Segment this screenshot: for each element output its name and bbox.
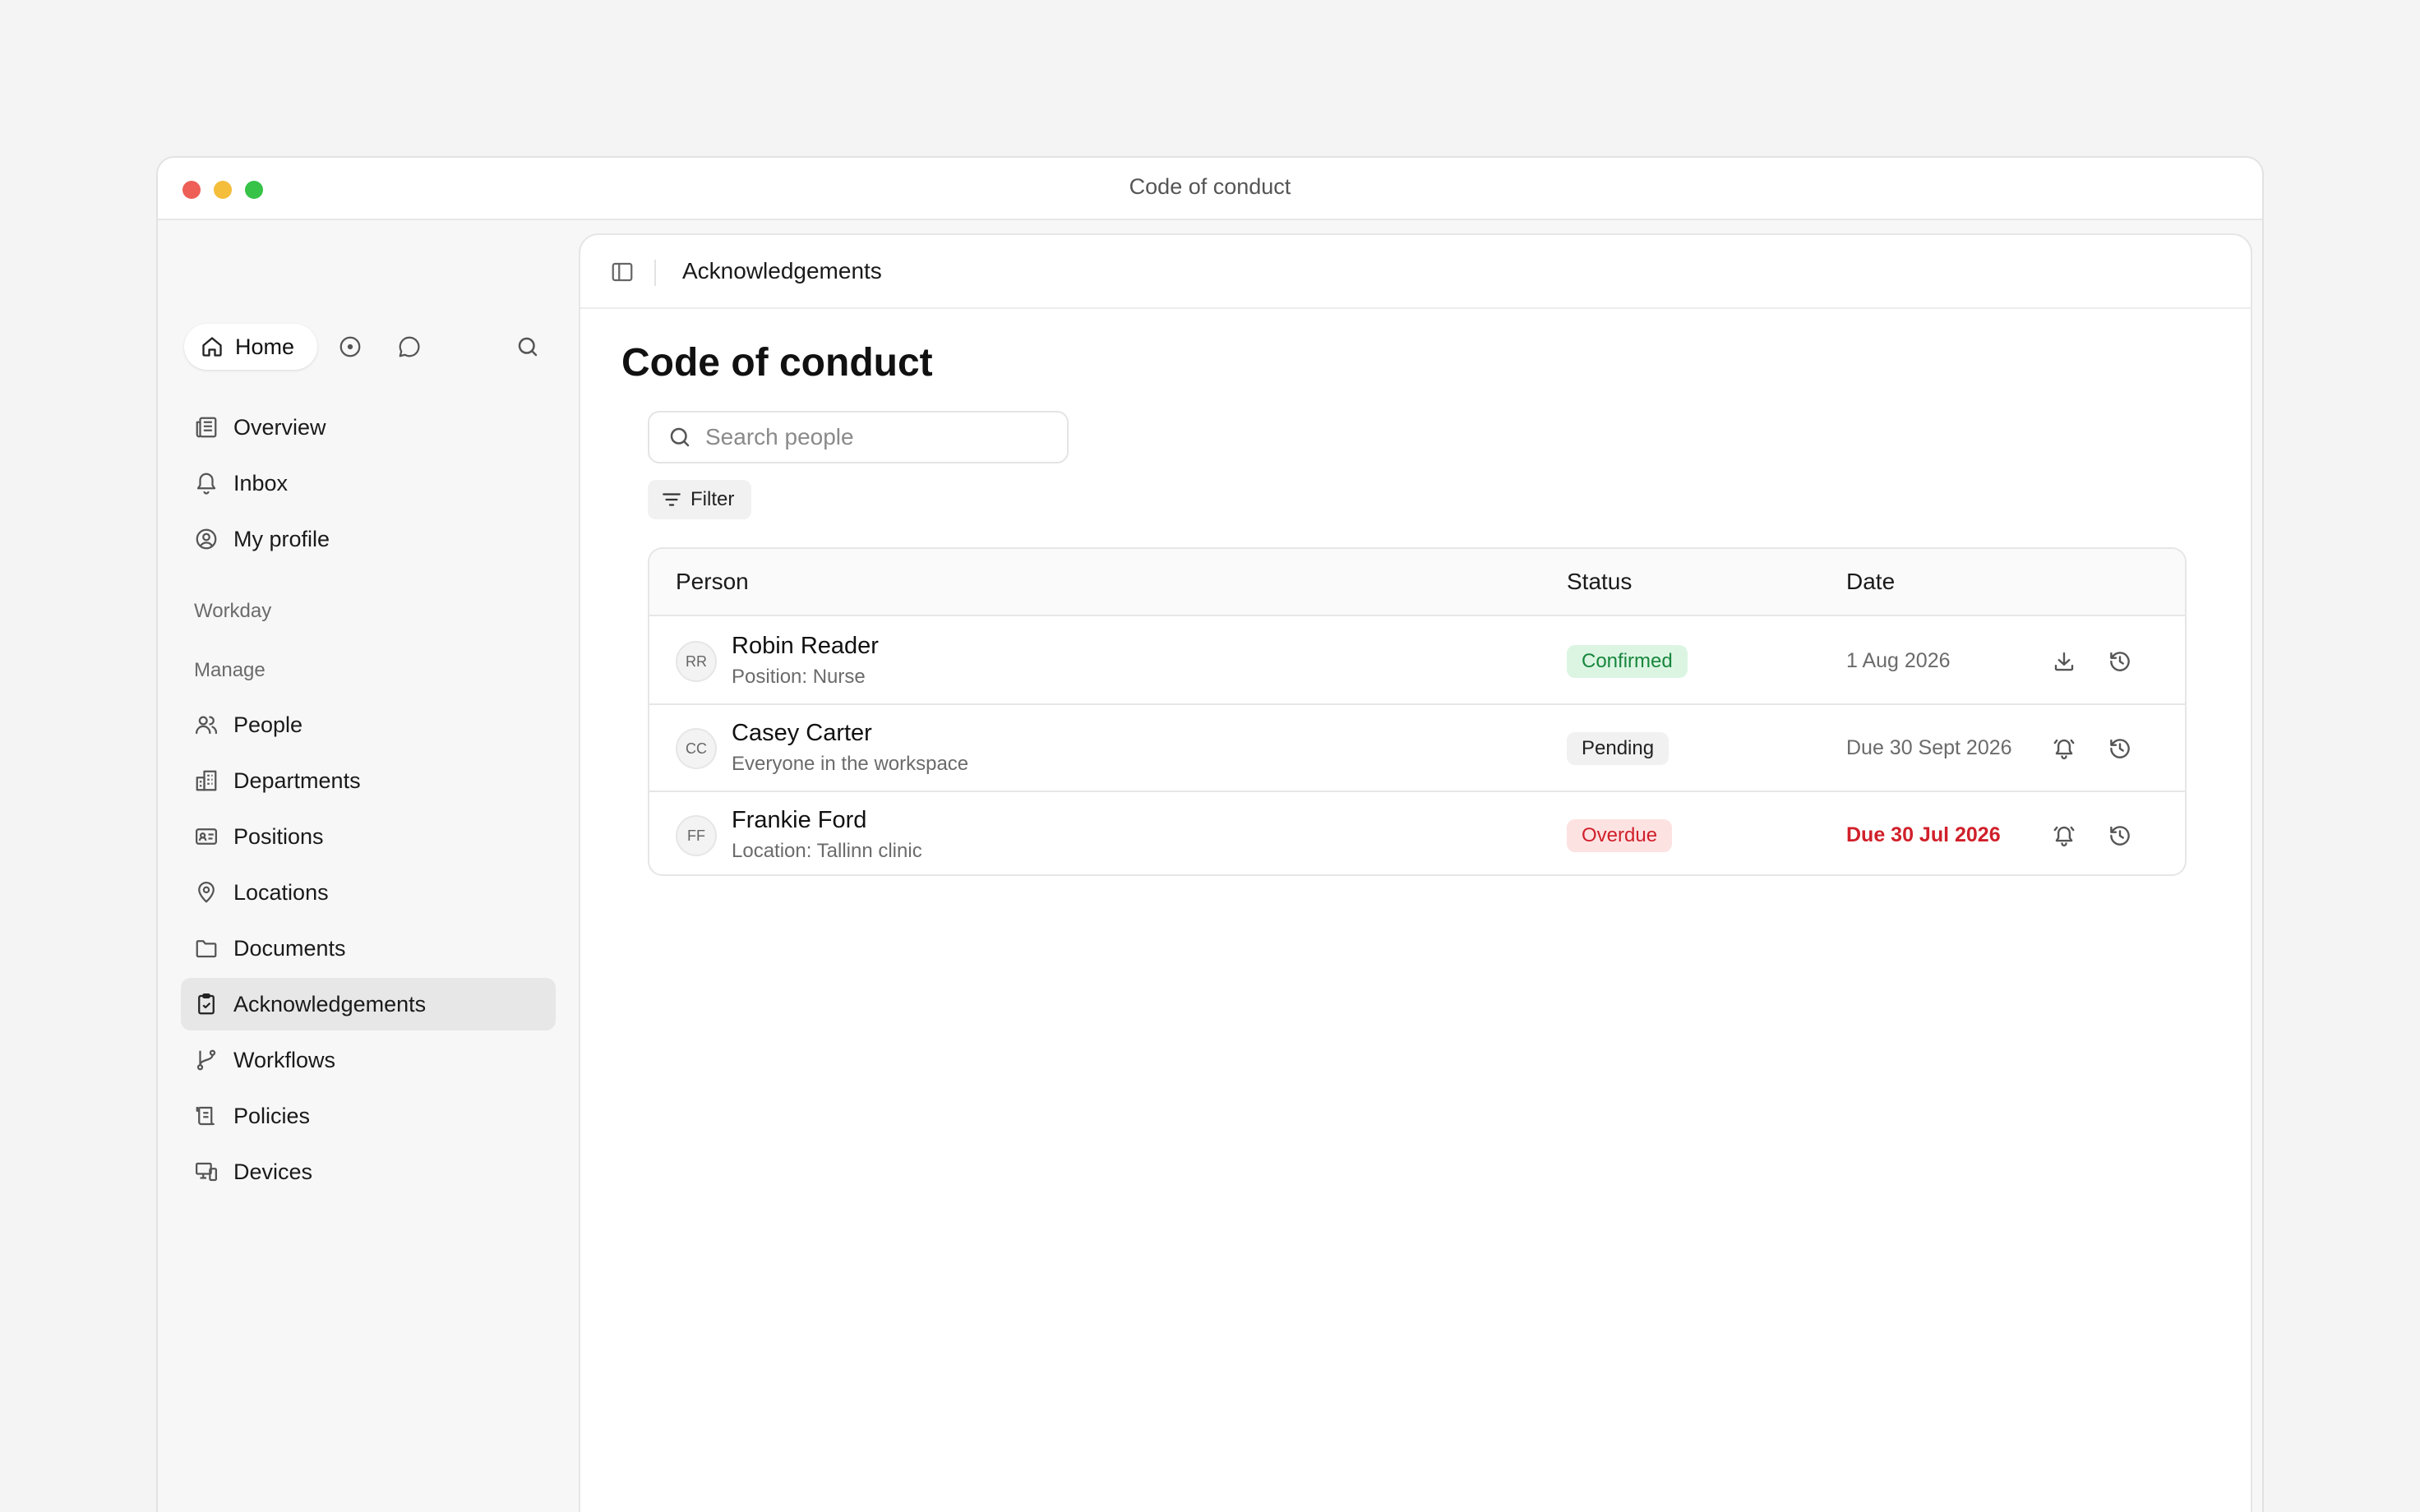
sidebar-top-nav: Home bbox=[184, 324, 562, 370]
date-value: Due 30 Jul 2026 bbox=[1846, 823, 2001, 846]
section-label-workday[interactable]: Workday bbox=[194, 600, 272, 622]
sidebar-toggle-icon[interactable] bbox=[610, 260, 635, 284]
sidebar-item-label: Inbox bbox=[233, 470, 289, 496]
table-row[interactable]: CC Casey Carter Everyone in the workspac… bbox=[649, 705, 2185, 792]
status-badge: Pending bbox=[1567, 732, 1670, 765]
maximize-window-button[interactable] bbox=[245, 181, 263, 199]
id-card-icon bbox=[196, 828, 217, 845]
column-header-status[interactable]: Status bbox=[1567, 569, 1633, 594]
remind-button[interactable] bbox=[2050, 735, 2078, 763]
search-icon[interactable] bbox=[515, 334, 541, 360]
person-name[interactable]: Casey Carter bbox=[732, 720, 872, 746]
person-subtitle: Everyone in the workspace bbox=[732, 753, 969, 775]
home-label: Home bbox=[235, 334, 295, 359]
search-input[interactable] bbox=[705, 424, 1051, 450]
history-icon bbox=[2110, 826, 2130, 846]
search-icon bbox=[670, 427, 690, 447]
sidebar-item-departments[interactable]: Departments bbox=[181, 754, 556, 807]
sidebar-item-label: Acknowledgements bbox=[233, 991, 427, 1016]
title-bar: Code of conduct bbox=[158, 158, 2262, 220]
person-subtitle: Location: Tallinn clinic bbox=[732, 840, 922, 862]
person-name[interactable]: Frankie Ford bbox=[732, 807, 867, 833]
download-button[interactable] bbox=[2050, 648, 2078, 675]
sidebar-item-acknowledgements[interactable]: Acknowledgements bbox=[181, 978, 556, 1030]
column-header-date[interactable]: Date bbox=[1846, 569, 1896, 594]
status-badge: Overdue bbox=[1567, 819, 1673, 852]
clipboard-check-icon bbox=[198, 993, 215, 1015]
map-pin-icon bbox=[198, 882, 215, 903]
avatar: CC bbox=[676, 728, 717, 769]
sidebar-item-locations[interactable]: Locations bbox=[181, 866, 556, 919]
download-icon bbox=[2054, 652, 2074, 671]
sidebar-item-label: Policies bbox=[233, 1103, 311, 1128]
sidebar-item-label: Overview bbox=[233, 414, 326, 440]
search-box[interactable] bbox=[648, 411, 1069, 463]
sidebar-item-policies[interactable]: Policies bbox=[181, 1090, 556, 1142]
sidebar-item-inbox[interactable]: Inbox bbox=[181, 457, 556, 509]
user-circle-icon bbox=[196, 528, 217, 550]
section-label-manage: Manage bbox=[194, 659, 266, 681]
git-branch-icon bbox=[196, 1049, 216, 1071]
building-icon bbox=[196, 770, 217, 791]
compass-icon[interactable] bbox=[337, 334, 363, 360]
close-window-button[interactable] bbox=[182, 181, 201, 199]
devices-icon bbox=[196, 1162, 217, 1182]
home-icon bbox=[202, 337, 222, 357]
sidebar-item-workflows[interactable]: Workflows bbox=[181, 1034, 556, 1086]
sidebar-item-label: Locations bbox=[233, 879, 329, 905]
filter-icon bbox=[663, 493, 681, 506]
window-title: Code of conduct bbox=[1129, 174, 1291, 199]
table-row[interactable]: RR Robin Reader Position: Nurse Confirme… bbox=[649, 618, 2185, 705]
main-panel: Acknowledgements Code of conduct Filter … bbox=[579, 233, 2252, 1512]
home-button[interactable]: Home bbox=[184, 324, 317, 370]
history-icon bbox=[2110, 652, 2130, 671]
sidebar-item-positions[interactable]: Positions bbox=[181, 810, 556, 863]
acknowledgements-table: Person Status Date RR Robin Reader Posit… bbox=[648, 547, 2187, 876]
newspaper-icon bbox=[196, 417, 217, 438]
sidebar-item-label: Devices bbox=[233, 1159, 313, 1184]
sidebar-item-my-profile[interactable]: My profile bbox=[181, 513, 556, 565]
history-button[interactable] bbox=[2106, 735, 2134, 763]
app-window: Code of conduct Home Overview bbox=[156, 156, 2264, 1512]
history-button[interactable] bbox=[2106, 648, 2134, 675]
sidebar-item-label: People bbox=[233, 712, 303, 737]
history-icon bbox=[2110, 739, 2130, 758]
folder-icon bbox=[196, 940, 217, 958]
sidebar-item-label: Positions bbox=[233, 823, 324, 849]
filter-label: Filter bbox=[690, 488, 735, 510]
column-header-person[interactable]: Person bbox=[676, 569, 749, 594]
sidebar-item-devices[interactable]: Devices bbox=[181, 1146, 556, 1198]
users-icon bbox=[196, 716, 218, 735]
scroll-icon bbox=[196, 1106, 215, 1126]
page-title: Code of conduct bbox=[621, 341, 933, 385]
bell-ring-icon bbox=[2053, 826, 2075, 847]
bell-icon bbox=[196, 472, 216, 495]
remind-button[interactable] bbox=[2050, 822, 2078, 850]
filter-button[interactable]: Filter bbox=[648, 480, 751, 519]
table-header: Person Status Date bbox=[649, 549, 2185, 616]
chat-icon[interactable] bbox=[396, 334, 423, 360]
header-divider bbox=[654, 260, 656, 286]
sidebar-item-documents[interactable]: Documents bbox=[181, 922, 556, 975]
sidebar: Home Overview Inbox My prof bbox=[158, 222, 577, 1512]
person-name[interactable]: Robin Reader bbox=[732, 633, 879, 659]
sidebar-item-label: Documents bbox=[233, 935, 346, 961]
status-badge: Confirmed bbox=[1567, 645, 1688, 678]
date-value: 1 Aug 2026 bbox=[1846, 649, 1951, 672]
date-value: Due 30 Sept 2026 bbox=[1846, 736, 2012, 759]
avatar: FF bbox=[676, 815, 717, 856]
breadcrumb: Acknowledgements bbox=[682, 258, 882, 284]
main-header: Acknowledgements bbox=[580, 235, 2251, 309]
avatar: RR bbox=[676, 641, 717, 682]
bell-ring-icon bbox=[2053, 739, 2075, 760]
history-button[interactable] bbox=[2106, 822, 2134, 850]
person-subtitle: Position: Nurse bbox=[732, 666, 866, 688]
minimize-window-button[interactable] bbox=[214, 181, 232, 199]
sidebar-item-label: Workflows bbox=[233, 1047, 336, 1072]
sidebar-item-people[interactable]: People bbox=[181, 698, 556, 751]
table-row[interactable]: FF Frankie Ford Location: Tallinn clinic… bbox=[649, 792, 2185, 874]
sidebar-item-label: My profile bbox=[233, 526, 330, 551]
sidebar-item-label: Departments bbox=[233, 768, 361, 793]
sidebar-item-overview[interactable]: Overview bbox=[181, 401, 556, 454]
